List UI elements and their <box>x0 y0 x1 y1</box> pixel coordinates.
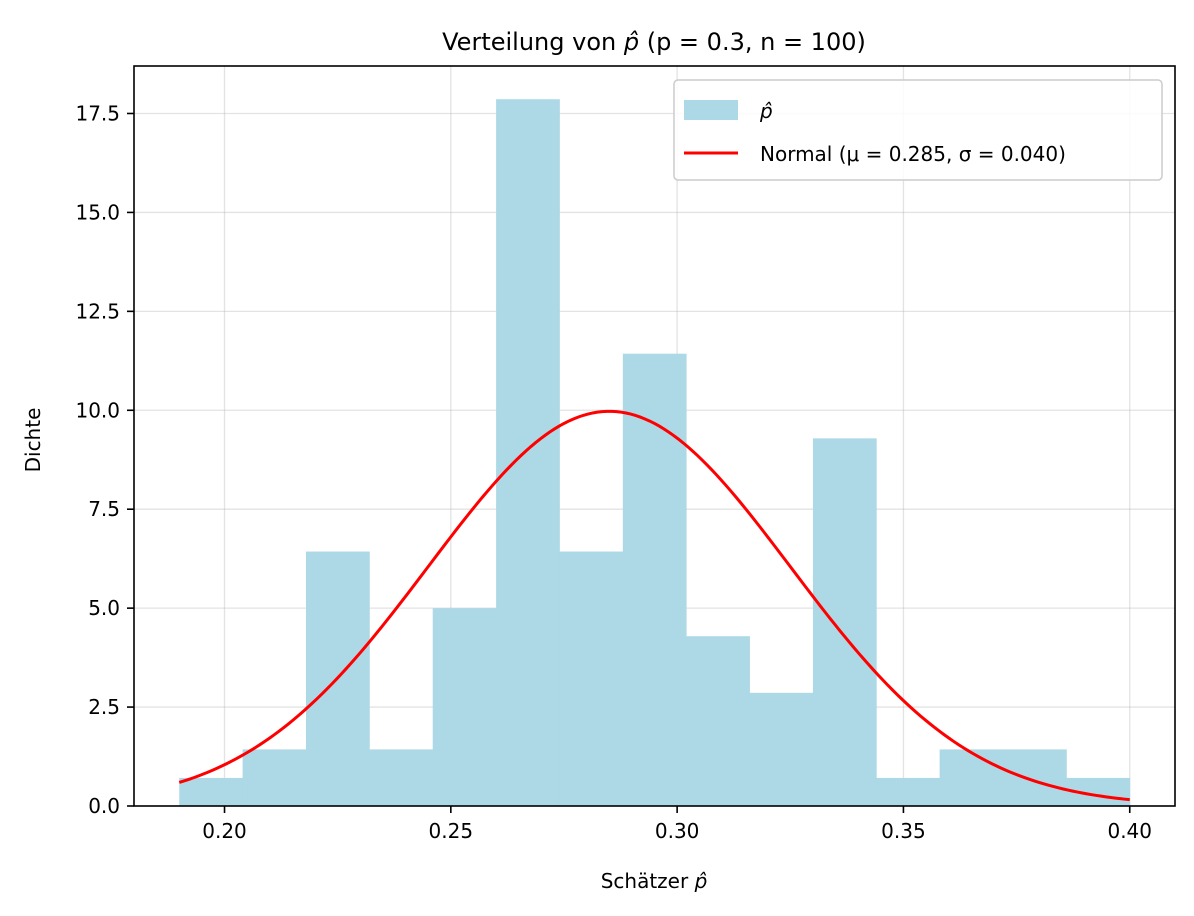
chart-title: Verteilung von p̂ (p = 0.3, n = 100) <box>442 28 866 56</box>
y-tick-label: 2.5 <box>88 695 120 719</box>
y-tick-label: 5.0 <box>88 596 120 620</box>
y-tick-label: 7.5 <box>88 497 120 521</box>
x-tick-label: 0.25 <box>429 819 474 843</box>
x-axis: 0.20 0.25 0.30 0.35 0.40 <box>202 806 1152 843</box>
histogram-bar <box>876 777 941 806</box>
normal-fit-curve <box>178 409 1130 802</box>
y-tick-label: 15.0 <box>75 200 120 224</box>
x-tick-label: 0.40 <box>1107 819 1152 843</box>
y-tick-label: 17.5 <box>75 101 120 125</box>
histogram-bar <box>369 749 434 806</box>
histogram-bar <box>622 353 687 806</box>
histogram-bar <box>179 777 244 806</box>
legend-histogram-label: p̂ <box>759 99 773 123</box>
y-tick-label: 0.0 <box>88 794 120 818</box>
histogram-bar <box>559 551 624 806</box>
y-axis: 0.0 2.5 5.0 7.5 10.0 12.5 15.0 17.5 <box>75 101 134 818</box>
histogram-bar <box>432 608 497 806</box>
legend: p̂ Normal (μ = 0.285, σ = 0.040) <box>673 79 1163 181</box>
legend-normal-label: Normal (μ = 0.285, σ = 0.040) <box>760 142 1066 166</box>
histogram-bar <box>749 692 814 806</box>
histogram-bars <box>179 99 1131 806</box>
histogram-bar <box>939 749 1004 806</box>
histogram-bar <box>242 749 307 806</box>
x-tick-label: 0.35 <box>881 819 926 843</box>
histogram-bar <box>1003 749 1067 806</box>
legend-histogram-swatch <box>684 100 738 120</box>
legend-box <box>673 79 1163 181</box>
y-axis-label: Dichte <box>21 408 45 473</box>
histogram-bar <box>686 636 750 806</box>
y-tick-label: 10.0 <box>75 398 120 422</box>
x-tick-label: 0.20 <box>202 819 247 843</box>
histogram-bar <box>812 438 877 806</box>
x-tick-label: 0.30 <box>655 819 700 843</box>
y-tick-label: 12.5 <box>75 299 120 323</box>
x-axis-label: Schätzer p̂ <box>601 869 708 893</box>
plot-area-frame <box>133 65 1176 807</box>
histogram-bar <box>496 99 560 806</box>
